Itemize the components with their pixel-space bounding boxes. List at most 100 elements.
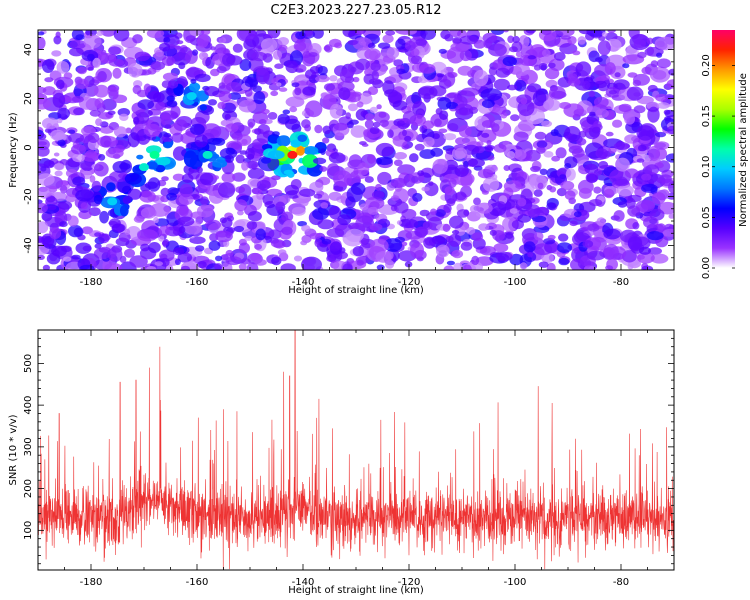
heatmap-cell <box>423 136 435 148</box>
heatmap-cell <box>124 173 142 185</box>
heatmap-cell <box>369 106 378 113</box>
heatmap-cell <box>473 197 481 206</box>
heatmap-cell <box>323 45 331 52</box>
snr-y-axis-label: SNR (10 * v/v) <box>8 414 19 485</box>
heatmap-cell <box>176 40 184 45</box>
heatmap-cell <box>38 254 45 260</box>
heatmap-cell <box>38 31 45 36</box>
heatmap-cell <box>502 56 517 67</box>
heatmap-cell <box>174 45 181 50</box>
heatmap-cell <box>301 224 311 232</box>
heatmap-cell <box>510 114 520 122</box>
heatmap-cell <box>254 259 267 266</box>
heatmap-cell <box>515 51 523 58</box>
heatmap-cell <box>247 211 262 222</box>
heatmap-cell <box>68 129 76 134</box>
heatmap-cell <box>347 39 358 46</box>
heatmap-cell <box>617 184 634 197</box>
heatmap-cell <box>564 163 572 169</box>
heatmap-cell <box>352 76 360 83</box>
heatmap-cell <box>450 42 470 52</box>
heatmap-cell <box>462 264 472 270</box>
heatmap-x-axis-label: Height of straight line (km) <box>288 285 424 296</box>
heatmap-cell <box>417 170 425 177</box>
heatmap-cell <box>195 245 205 252</box>
heatmap-cell <box>636 125 655 141</box>
heatmap-cell <box>598 161 609 169</box>
x-tick-label: -160 <box>186 277 209 288</box>
heatmap-cell <box>534 131 547 140</box>
heatmap-cell <box>605 131 614 137</box>
heatmap-cell <box>257 155 280 172</box>
heatmap-cell <box>661 178 674 187</box>
heatmap-cell <box>506 151 515 159</box>
heatmap-cell <box>55 31 61 39</box>
heatmap-cell <box>51 50 62 57</box>
heatmap-cell <box>412 101 427 117</box>
heatmap-cell <box>271 256 282 266</box>
heatmap-cell <box>587 250 606 261</box>
heatmap-cell <box>541 49 551 57</box>
heatmap-cell <box>94 84 109 98</box>
heatmap-cell <box>346 121 354 129</box>
heatmap-cell <box>237 210 244 216</box>
heatmap-cell <box>192 49 199 56</box>
heatmap-cell <box>588 90 596 98</box>
heatmap-cell <box>558 257 570 266</box>
heatmap-cell <box>476 202 493 214</box>
heatmap-cell <box>231 131 243 141</box>
heatmap-cell <box>608 45 619 52</box>
heatmap-cell <box>502 216 518 232</box>
heatmap-cell <box>664 109 674 118</box>
heatmap-cell <box>308 52 318 57</box>
heatmap-cell <box>394 152 407 160</box>
heatmap-cell <box>641 183 658 193</box>
heatmap-cell <box>369 126 380 135</box>
heatmap-cell <box>612 119 623 128</box>
heatmap-cell <box>355 58 371 71</box>
heatmap-cell <box>278 87 288 92</box>
heatmap-cell <box>194 134 208 148</box>
y-tick-label: 40 <box>23 43 34 56</box>
heatmap-cell <box>444 34 454 42</box>
heatmap-cell <box>394 201 409 214</box>
heatmap-cell <box>315 75 330 83</box>
heatmap-cell <box>119 205 129 217</box>
heatmap-cell <box>76 66 87 75</box>
heatmap-cell <box>254 243 262 250</box>
heatmap-cell <box>443 72 456 87</box>
heatmap-cell <box>329 103 343 119</box>
heatmap-cell <box>313 193 323 199</box>
heatmap-cell <box>132 34 143 44</box>
heatmap-cell <box>94 243 102 249</box>
heatmap-cell <box>555 30 575 37</box>
heatmap-cell <box>547 62 556 69</box>
heatmap-cell <box>161 176 169 182</box>
heatmap-cell <box>414 226 429 237</box>
heatmap-cell <box>649 208 665 221</box>
heatmap-cell <box>212 159 228 168</box>
heatmap-cell <box>260 38 278 52</box>
heatmap-cell <box>372 79 384 89</box>
heatmap-cell <box>367 42 376 49</box>
heatmap-cell <box>595 57 603 63</box>
heatmap-cell <box>451 249 464 259</box>
heatmap-cell <box>217 101 226 109</box>
heatmap-cell <box>244 235 253 241</box>
heatmap-cell <box>281 226 293 235</box>
heatmap-cell <box>60 180 70 186</box>
heatmap-cell <box>509 208 518 214</box>
heatmap-cell <box>196 204 214 218</box>
heatmap-cell <box>456 209 470 218</box>
heatmap-cell <box>650 60 659 68</box>
heatmap-cell <box>146 161 158 170</box>
heatmap-cell <box>275 201 286 213</box>
heatmap-cell <box>75 242 92 254</box>
heatmap-cell <box>563 181 574 189</box>
heatmap-cell <box>73 107 85 116</box>
heatmap-cell <box>656 223 666 233</box>
heatmap-cell <box>448 178 457 188</box>
heatmap-cell <box>225 231 232 239</box>
heatmap-cell <box>65 194 77 203</box>
heatmap-cell <box>189 236 206 244</box>
